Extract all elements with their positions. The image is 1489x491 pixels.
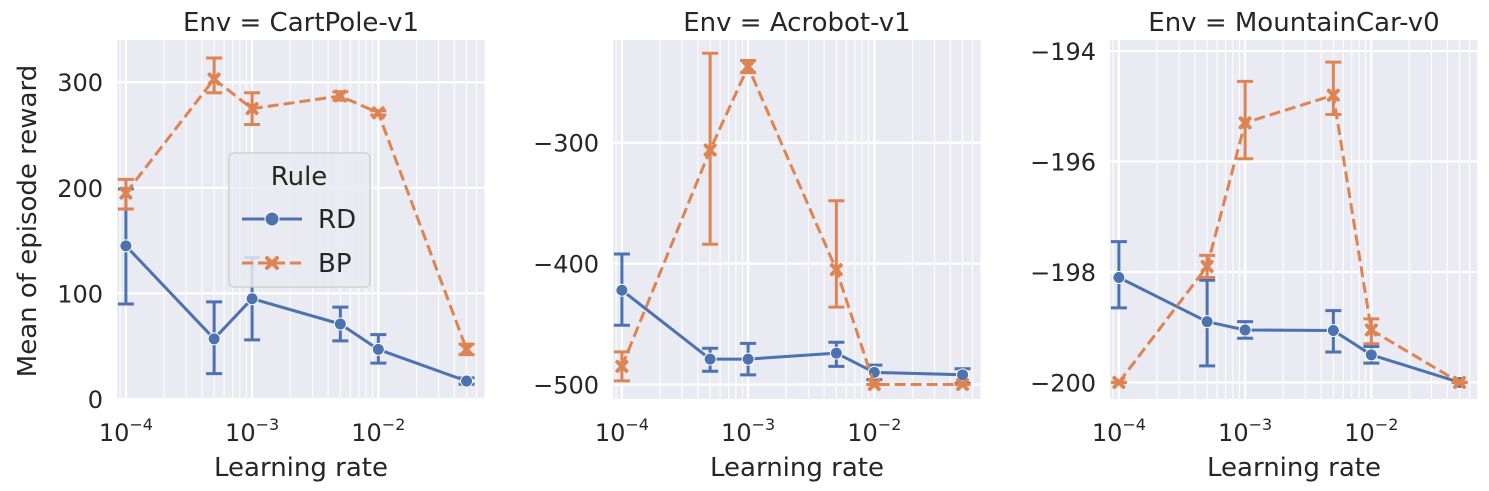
data-point (245, 102, 259, 116)
panel-title: Env = MountainCar-v0 (1148, 8, 1439, 38)
legend-item-rd: RD (242, 205, 356, 235)
series-bp (613, 51, 971, 391)
x-tick-label: 10−4 (1092, 415, 1146, 447)
y-tick-label: 200 (57, 175, 103, 203)
x-axis-label: Learning rate (710, 453, 884, 483)
series-line (124, 244, 468, 383)
legend-title: Rule (271, 162, 328, 192)
series-line (124, 77, 469, 350)
x-tick-label: 10−3 (721, 415, 775, 447)
x-axis-label: Learning rate (214, 453, 388, 483)
data-point (829, 263, 843, 277)
data-point (207, 332, 221, 346)
data-point (703, 143, 717, 157)
y-axis-label: Mean of episode reward (13, 65, 43, 377)
data-point (371, 106, 385, 120)
data-point (1238, 323, 1252, 337)
x-tick-label: 10−2 (847, 415, 901, 447)
x-axis-label: Learning rate (1207, 453, 1381, 483)
data-point (460, 374, 474, 388)
data-point (119, 239, 133, 253)
series-line (620, 289, 963, 377)
data-point (333, 89, 347, 103)
data-point (371, 342, 385, 356)
y-tick-label: −500 (533, 371, 599, 399)
x-tick-label: 10−3 (225, 415, 279, 447)
x-tick-label: 10−4 (99, 415, 153, 447)
y-tick-label: −194 (1030, 38, 1096, 66)
error-bar (828, 199, 845, 309)
data-point (956, 377, 970, 391)
error-bar (1325, 60, 1342, 117)
data-point (1112, 375, 1126, 389)
x-tick-label: 10−4 (595, 415, 649, 447)
y-tick-label: 0 (88, 386, 103, 414)
data-point (615, 283, 629, 297)
plot-area (1110, 40, 1478, 399)
legend-label: BP (318, 249, 352, 279)
data-point (1326, 88, 1340, 102)
panel-title: Env = CartPole-v1 (183, 8, 419, 38)
data-point (333, 317, 347, 331)
plot-area (613, 40, 981, 399)
y-tick-label: −198 (1030, 259, 1096, 287)
y-tick-label: −400 (533, 251, 599, 279)
data-point (119, 186, 133, 200)
panels: 10−4 10−3 10−2 0 100 200 300 Env = CartPole-v1 L… (57, 8, 1478, 483)
data-point (956, 368, 970, 382)
data-point (460, 342, 474, 356)
x-tick-label: 10−3 (1218, 415, 1272, 447)
data-point (1453, 375, 1467, 389)
data-point (615, 359, 629, 373)
panel-3: 10−4 10−3 10−2 −194 −196 −198 −200 Env = Mounta… (1030, 8, 1478, 483)
plot-contents (613, 40, 981, 399)
y-tick-label: −200 (1030, 369, 1096, 397)
panel-2: 10−4 10−3 10−2 −300 −400 −500 Env = Acrobot-v1… (533, 8, 981, 483)
y-tick-label: 100 (57, 280, 103, 308)
legend-label: RD (318, 205, 356, 235)
data-point (741, 352, 755, 366)
y-tick-label: −196 (1030, 149, 1096, 177)
legend-item-bp: BP (242, 249, 352, 279)
error-bar (206, 56, 223, 95)
plot-contents (1110, 40, 1478, 399)
panel-title: Env = Acrobot-v1 (683, 8, 910, 38)
series-bp (1110, 60, 1468, 389)
series-line (1117, 93, 1461, 384)
legend: Rule RD BP (228, 152, 371, 288)
x-tick-label: 10−2 (351, 415, 405, 447)
data-point (1112, 270, 1126, 284)
data-point (245, 292, 259, 306)
data-point (1364, 348, 1378, 362)
legend-marker (265, 256, 279, 270)
legend-marker (264, 211, 280, 227)
y-tick-label: 300 (57, 69, 103, 97)
data-point (741, 60, 755, 74)
series-line (1118, 276, 1461, 384)
x-tick-label: 10−2 (1344, 415, 1398, 447)
data-point (867, 377, 881, 391)
data-point (1326, 324, 1340, 338)
data-point (1200, 315, 1214, 329)
data-point (703, 352, 717, 366)
data-point (1364, 323, 1378, 337)
data-point (829, 346, 843, 360)
data-point (1238, 116, 1252, 130)
data-point (207, 72, 221, 86)
y-tick-label: −300 (533, 130, 599, 158)
series-line (620, 65, 963, 386)
series-bp (117, 56, 475, 357)
data-point (1200, 259, 1214, 273)
